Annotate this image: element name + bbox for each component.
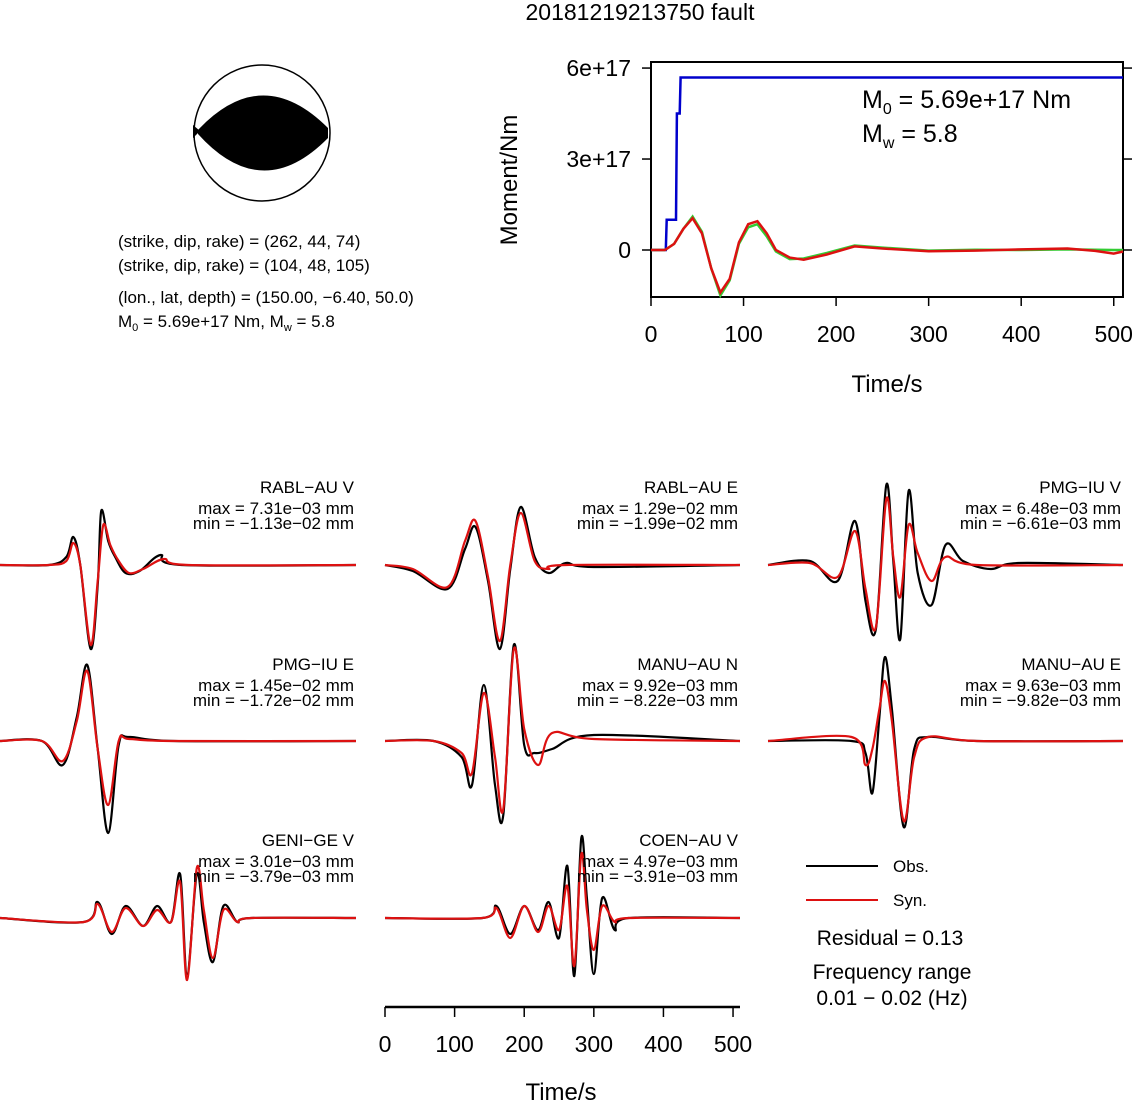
synthetic-trace [0,669,357,807]
moment-x-tick-label: 200 [817,321,855,347]
station-name: PMG−IU V [1039,478,1121,497]
moment-y-tick-label: 0 [618,237,631,263]
frequency-range-value: 0.01 − 0.02 (Hz) [816,987,967,1010]
m0-subscript: 0 [132,322,138,334]
time-axis-tick-label: 300 [575,1031,613,1057]
mw-annotation-value: = 5.8 [894,120,957,148]
location-line: (lon., lat, depth) = (150.00, −6.40, 50.… [118,288,414,307]
m0-annotation: M0 = 5.69e+17 Nm [862,86,1071,118]
moment-y-tick-label: 3e+17 [566,146,631,172]
mw-subscript: w [283,322,292,334]
station-min: min = −1.13e−02 mm [193,514,354,533]
station-min: min = −1.72e−02 mm [193,691,354,710]
nodal-plane-2: (strike, dip, rake) = (104, 48, 105) [118,256,370,275]
moment-chart-y-axis: 0 3e+17 6e+17 [566,55,1132,263]
time-axis-tick-label: 500 [714,1031,752,1057]
station-min: min = −6.61e−03 mm [960,514,1121,533]
observed-trace [767,482,1124,642]
moment-x-tick-label: 300 [909,321,947,347]
station-max: max = 7.31e−03 mm [198,499,354,518]
synthetic-trace [384,851,741,968]
synthetic-trace [384,646,741,814]
moment-chart-x-axis: 0 100 200 300 400 500 [645,297,1133,347]
m0-annotation-value: = 5.69e+17 Nm [892,86,1071,114]
synthetic-trace [0,522,357,647]
synthetic-trace [767,496,1124,632]
beachball-compression-tip [193,125,200,138]
waveform-time-axis: 0 100 200 300 400 500 [379,1005,752,1057]
station-max: max = 1.45e−02 mm [198,676,354,695]
moment-x-tick-label: 100 [724,321,762,347]
moment-x-tick-label: 500 [1095,321,1133,347]
m0-symbol: M [118,312,132,331]
station-name: RABL−AU V [260,478,355,497]
moment-chart: 0 100 200 300 400 500 0 3e+17 6e+17 Time/s Mome… [496,55,1133,398]
station-name: GENI−GE V [262,831,355,850]
station-name: PMG−IU E [272,655,354,674]
station-min: min = −9.82e−03 mm [960,691,1121,710]
moment-series-0 [651,76,1123,252]
moment-y-tick-label: 6e+17 [566,55,631,81]
station-name: RABL−AU E [644,478,738,497]
mw-annotation-label: M [862,120,883,148]
beachball-compression-quadrant [198,95,328,171]
synthetic-trace [384,511,741,643]
station-min: min = −8.22e−03 mm [577,691,738,710]
m0-annotation-sub: 0 [883,101,892,118]
time-axis-tick-label: 200 [505,1031,543,1057]
nodal-plane-1: (strike, dip, rake) = (262, 44, 74) [118,232,360,251]
station-min: min = −3.79e−03 mm [193,867,354,886]
time-axis-tick-label: 100 [435,1031,473,1057]
mechanism-text: (strike, dip, rake) = (262, 44, 74) (str… [118,232,414,334]
synthetic-trace [767,679,1124,823]
station-max: max = 1.29e−02 mm [582,499,738,518]
station-min: min = −3.91e−03 mm [577,867,738,886]
frequency-range-title: Frequency range [813,961,972,984]
time-axis-tick-label: 0 [379,1031,392,1057]
station-max: max = 3.01e−03 mm [198,852,354,871]
m0-annotation-label: M [862,86,883,114]
moment-chart-xlabel: Time/s [851,371,922,398]
legend-obs-label: Obs. [893,857,929,876]
time-axis-tick-label: 400 [644,1031,682,1057]
moment-x-tick-label: 0 [645,321,658,347]
station-min: min = −1.99e−02 mm [577,514,738,533]
moment-chart-series [651,76,1124,299]
station-max: max = 9.92e−03 mm [582,676,738,695]
moment-chart-ylabel: Moment/Nm [496,115,523,246]
figure-title: 20181219213750 fault [526,0,756,25]
station-name: MANU−AU N [637,655,738,674]
moment-series-2 [651,216,1124,296]
station-name: COEN−AU V [639,831,738,850]
legend: Obs. Syn. [806,857,929,910]
station-max: max = 6.48e−03 mm [965,499,1121,518]
beachball [193,64,331,202]
waveform-xlabel: Time/s [525,1079,596,1104]
station-name: MANU−AU E [1021,655,1121,674]
mw-annotation-sub: w [882,135,895,152]
mw-value: = 5.8 [292,312,335,331]
mw-annotation: Mw = 5.8 [862,120,958,152]
station-max: max = 9.63e−03 mm [965,676,1121,695]
moment-magnitude-line: M0 = 5.69e+17 Nm, Mw = 5.8 [118,312,335,334]
legend-syn-label: Syn. [893,891,927,910]
moment-series-1 [651,214,1123,299]
synthetic-trace [0,864,357,982]
m0-value: = 5.69e+17 Nm, M [138,312,284,331]
moment-x-tick-label: 400 [1002,321,1040,347]
observed-trace [0,508,357,651]
moment-chart-frame [650,61,1124,298]
residual-text: Residual = 0.13 [817,927,964,950]
station-max: max = 4.97e−03 mm [582,852,738,871]
